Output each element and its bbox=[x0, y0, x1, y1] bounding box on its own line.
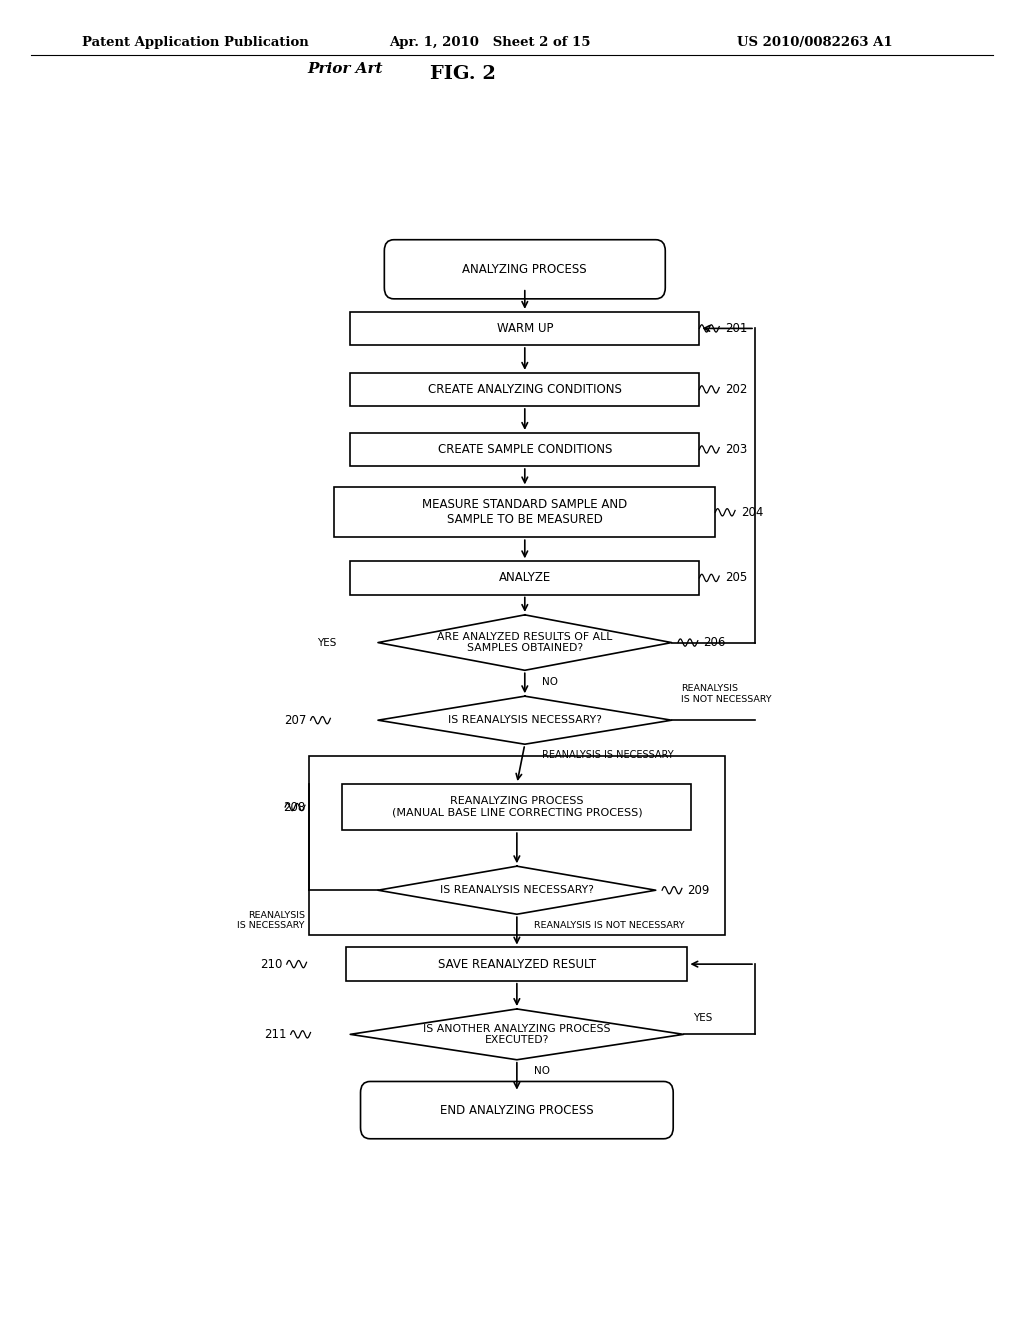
Text: END ANALYZING PROCESS: END ANALYZING PROCESS bbox=[440, 1104, 594, 1117]
Text: 201: 201 bbox=[725, 322, 748, 335]
Text: MEASURE STANDARD SAMPLE AND
SAMPLE TO BE MEASURED: MEASURE STANDARD SAMPLE AND SAMPLE TO BE… bbox=[422, 498, 628, 527]
Text: Apr. 1, 2010   Sheet 2 of 15: Apr. 1, 2010 Sheet 2 of 15 bbox=[389, 36, 591, 49]
Bar bbox=[346, 948, 687, 981]
Bar bbox=[334, 487, 715, 537]
Bar bbox=[350, 433, 699, 466]
Text: Patent Application Publication: Patent Application Publication bbox=[82, 36, 308, 49]
Polygon shape bbox=[378, 866, 655, 915]
Bar bbox=[350, 312, 699, 345]
Text: 204: 204 bbox=[740, 506, 763, 519]
Text: CREATE SAMPLE CONDITIONS: CREATE SAMPLE CONDITIONS bbox=[437, 444, 612, 455]
Text: 202: 202 bbox=[725, 383, 748, 396]
Text: US 2010/0082263 A1: US 2010/0082263 A1 bbox=[737, 36, 893, 49]
Bar bbox=[342, 784, 691, 830]
Text: 210: 210 bbox=[260, 957, 283, 970]
Polygon shape bbox=[378, 615, 672, 671]
Text: ARE ANALYZED RESULTS OF ALL
SAMPLES OBTAINED?: ARE ANALYZED RESULTS OF ALL SAMPLES OBTA… bbox=[437, 632, 612, 653]
Text: IS REANALYSIS NECESSARY?: IS REANALYSIS NECESSARY? bbox=[440, 886, 594, 895]
Text: 208: 208 bbox=[283, 800, 305, 813]
Text: 211: 211 bbox=[264, 1028, 287, 1041]
Text: REANALYSIS IS NECESSARY: REANALYSIS IS NECESSARY bbox=[543, 750, 674, 760]
Text: SAVE REANALYZED RESULT: SAVE REANALYZED RESULT bbox=[438, 957, 596, 970]
Text: REANALYZING PROCESS
(MANUAL BASE LINE CORRECTING PROCESS): REANALYZING PROCESS (MANUAL BASE LINE CO… bbox=[391, 796, 642, 818]
Text: REANALYSIS IS NOT NECESSARY: REANALYSIS IS NOT NECESSARY bbox=[535, 921, 685, 929]
Bar bbox=[309, 756, 725, 935]
Text: YES: YES bbox=[316, 638, 336, 648]
Text: REANALYSIS
IS NECESSARY: REANALYSIS IS NECESSARY bbox=[238, 911, 305, 929]
FancyBboxPatch shape bbox=[360, 1081, 673, 1139]
FancyBboxPatch shape bbox=[384, 240, 666, 298]
Text: NO: NO bbox=[543, 677, 558, 688]
Text: 209: 209 bbox=[687, 883, 710, 896]
Polygon shape bbox=[378, 696, 672, 744]
Text: 205: 205 bbox=[725, 572, 748, 585]
Text: ANALYZE: ANALYZE bbox=[499, 572, 551, 585]
Text: CREATE ANALYZING CONDITIONS: CREATE ANALYZING CONDITIONS bbox=[428, 383, 622, 396]
Text: 207: 207 bbox=[285, 714, 306, 727]
Text: IS ANOTHER ANALYZING PROCESS
EXECUTED?: IS ANOTHER ANALYZING PROCESS EXECUTED? bbox=[423, 1023, 610, 1045]
Text: FIG. 2: FIG. 2 bbox=[430, 65, 496, 83]
Bar bbox=[350, 372, 699, 407]
Text: NO: NO bbox=[535, 1065, 550, 1076]
Text: 203: 203 bbox=[725, 444, 748, 455]
Text: WARM UP: WARM UP bbox=[497, 322, 553, 335]
Text: REANALYSIS
IS NOT NECESSARY: REANALYSIS IS NOT NECESSARY bbox=[681, 684, 772, 704]
Text: 206: 206 bbox=[703, 636, 726, 649]
Polygon shape bbox=[350, 1008, 684, 1060]
Text: IS REANALYSIS NECESSARY?: IS REANALYSIS NECESSARY? bbox=[447, 715, 602, 725]
Text: Prior Art: Prior Art bbox=[307, 62, 383, 75]
Text: ANALYZING PROCESS: ANALYZING PROCESS bbox=[463, 263, 587, 276]
Text: YES: YES bbox=[693, 1012, 713, 1023]
Bar bbox=[350, 561, 699, 594]
